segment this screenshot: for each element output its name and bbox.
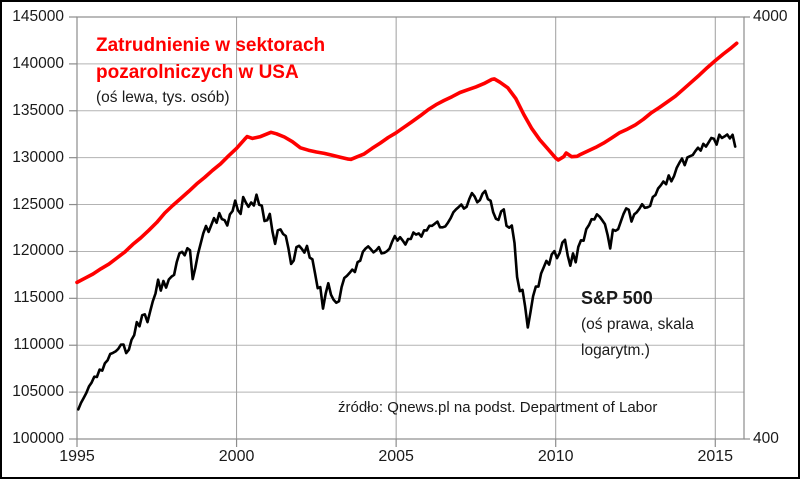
y-axis-right-label: 4000 [753, 8, 788, 25]
y-axis-right-label: 400 [753, 430, 779, 447]
x-axis-label: 2010 [537, 448, 574, 465]
y-axis-label: 140000 [12, 54, 64, 72]
series2-note-line2: logarytm.) [581, 342, 650, 359]
series2-note-line1: (oś prawa, skala [581, 316, 694, 333]
y-axis-label: 135000 [12, 101, 64, 119]
x-axis-label: 2005 [378, 448, 414, 465]
source-note: źródło: Qnews.pl na podst. Department of… [338, 399, 658, 416]
plot-border [76, 16, 745, 440]
series2-title: S&P 500 [581, 288, 653, 308]
x-axis-label: 2000 [218, 448, 255, 465]
y-axis-label: 115000 [13, 289, 64, 307]
sp500-line [77, 133, 737, 411]
series1-title-line1: Zatrudnienie w sektorach [96, 35, 326, 56]
y-axis-label: 130000 [12, 148, 64, 166]
x-axis-label: 1995 [59, 448, 95, 465]
y-axis-label: 105000 [12, 383, 64, 401]
y-axis-label: 120000 [12, 242, 64, 260]
series1-title-line2: pozarolniczych w USA [96, 62, 299, 83]
y-axis-label: 145000 [12, 8, 64, 25]
y-axis-label: 125000 [12, 195, 64, 213]
y-axis-label: 110000 [13, 336, 64, 354]
payrolls-line [75, 41, 739, 285]
series1-axis-note: (oś lewa, tys. osób) [96, 89, 230, 106]
x-axis-label: 2015 [697, 448, 734, 465]
y-axis-label: 100000 [12, 430, 64, 447]
